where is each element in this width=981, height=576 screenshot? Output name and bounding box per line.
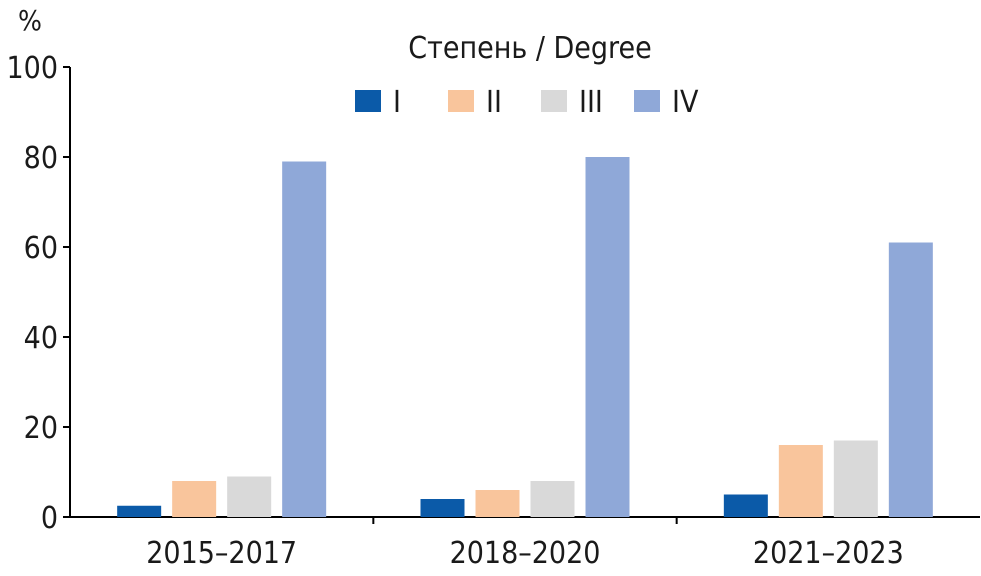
bar [282, 161, 327, 517]
x-category-label: 2021–2023 [753, 536, 904, 571]
y-tick-label: 60 [24, 231, 58, 266]
y-axis: 0 20 40 60 80 100 [6, 51, 71, 536]
legend-swatch [448, 90, 474, 112]
bar [723, 494, 768, 517]
bar [420, 499, 465, 517]
y-tick-label: 0 [41, 501, 58, 536]
legend-label: III [579, 85, 603, 120]
bar [778, 445, 823, 517]
bar [530, 481, 575, 517]
legend-swatch [541, 90, 567, 112]
x-category-label: 2018–2020 [450, 536, 601, 571]
legend-items: I II III IV [355, 85, 699, 120]
y-tick-label: 20 [24, 411, 58, 446]
bar [475, 490, 520, 517]
x-axis: 2015–2017 2018–2020 2021–2023 [70, 516, 980, 571]
legend-label: IV [672, 85, 699, 120]
legend: Степень / Degree I II III IV [355, 31, 699, 120]
legend-swatch [355, 90, 381, 112]
y-tick-label: 40 [24, 321, 58, 356]
bar [227, 476, 272, 517]
y-tick-label: 80 [24, 141, 58, 176]
bar [585, 157, 630, 517]
bar [117, 505, 162, 517]
legend-swatch [634, 90, 660, 112]
legend-label: I [393, 85, 401, 120]
legend-title: Степень / Degree [408, 31, 651, 66]
legend-label: II [486, 85, 502, 120]
x-category-label: 2015–2017 [146, 536, 297, 571]
y-tick-label: 100 [6, 51, 58, 86]
y-axis-unit-label: % [18, 4, 42, 37]
bars-group [117, 157, 933, 517]
bar [172, 481, 217, 517]
bar [833, 440, 878, 517]
bar [888, 242, 933, 517]
